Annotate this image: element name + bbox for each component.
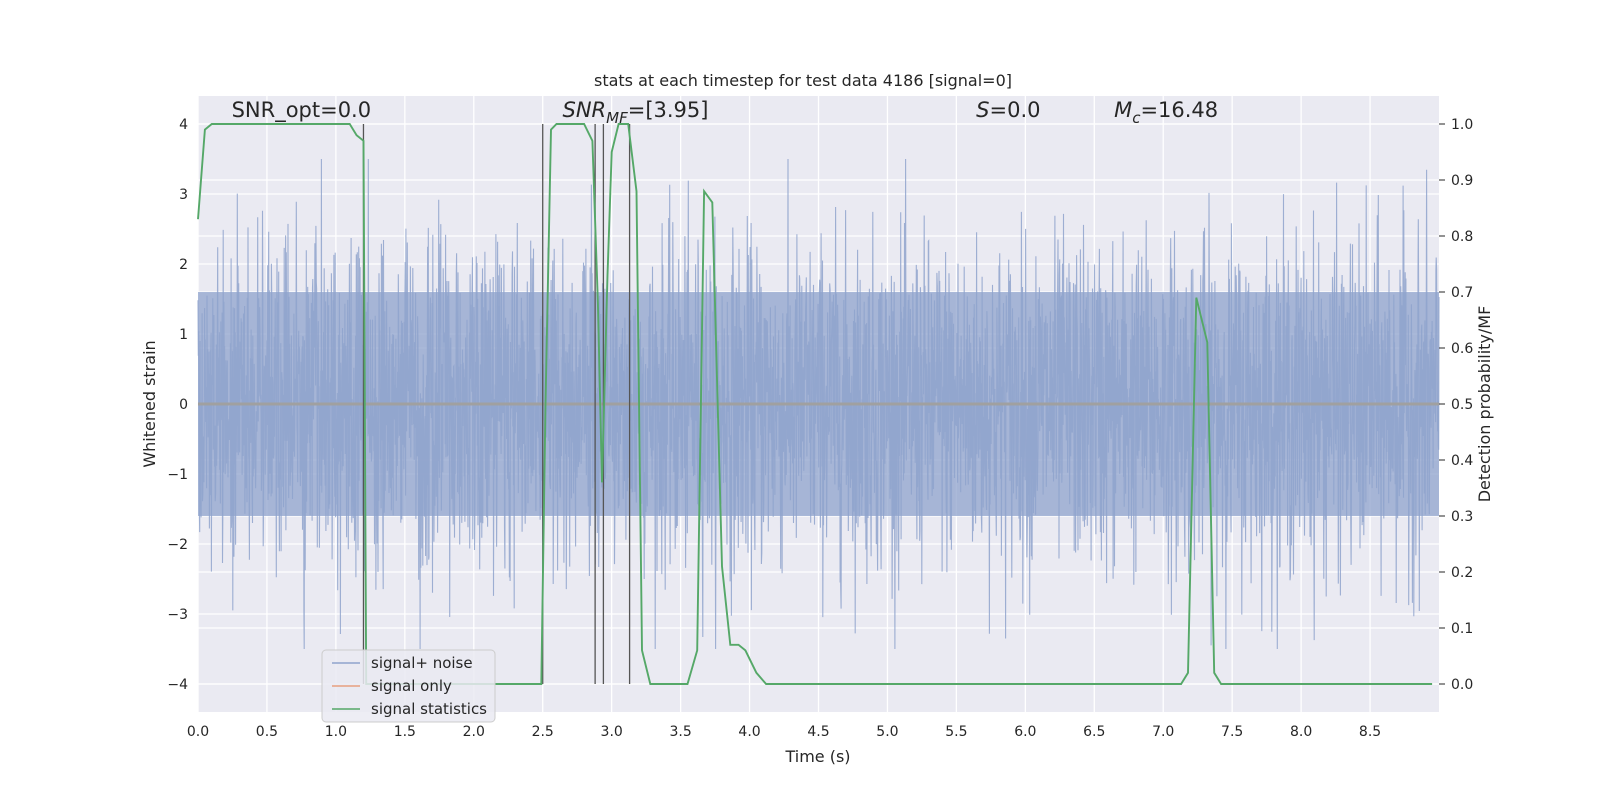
x-tick-label-17: 8.5: [1359, 724, 1381, 740]
x-tick-label-7: 3.5: [669, 724, 691, 740]
legend-label-stats: signal statistics: [371, 700, 487, 718]
x-tick-label-11: 5.5: [945, 724, 967, 740]
y-tick-label-3: 1: [179, 327, 188, 343]
y-tick-label-0: 4: [179, 117, 188, 133]
x-tick-label-4: 2.0: [463, 724, 485, 740]
x-tick-label-2: 1.0: [325, 724, 347, 740]
legend: signal+ noise signal only signal statist…: [321, 649, 496, 723]
x-tick-labels: 0.0 0.5 1.0 1.5 2.0 2.5 3.0 3.5 4.0 4.5 5.0 5.5 6.0 6…: [187, 724, 1381, 740]
y-right-tick-label-6: 0.4: [1451, 453, 1473, 469]
chart-title: stats at each timestep for test data 418…: [594, 71, 1012, 90]
x-tick-label-10: 5.0: [876, 724, 898, 740]
y-tick-label-1: 3: [179, 187, 188, 203]
y-right-axis-label: Detection probability/MF: [1475, 306, 1494, 503]
y-tick-label-4: 0: [179, 397, 188, 413]
y-right-tick-label-9: 0.1: [1451, 621, 1473, 637]
y-tick-label-5: −1: [167, 467, 188, 483]
x-tick-label-0: 0.0: [187, 724, 209, 740]
y-right-tick-label-5: 0.5: [1451, 397, 1473, 413]
legend-label-signal: signal only: [371, 677, 452, 695]
x-tick-label-3: 1.5: [394, 724, 416, 740]
y-right-tick-label-2: 0.8: [1451, 229, 1473, 245]
y-right-tick-label-8: 0.2: [1451, 565, 1473, 581]
y-tick-label-2: 2: [179, 257, 188, 273]
x-tick-label-16: 8.0: [1290, 724, 1312, 740]
y-right-tick-label-1: 0.9: [1451, 173, 1473, 189]
x-tick-label-5: 2.5: [532, 724, 554, 740]
annotation-2: S=0.0: [976, 98, 1040, 122]
x-tick-label-1: 0.5: [256, 724, 278, 740]
x-tick-label-6: 3.0: [601, 724, 623, 740]
x-tick-label-8: 4.0: [738, 724, 760, 740]
y-right-tick-label-0: 1.0: [1451, 117, 1473, 133]
y-right-tick-label-10: 0.0: [1451, 677, 1473, 693]
annotation-3: Mc=16.48: [1114, 98, 1218, 127]
x-tick-label-13: 6.5: [1083, 724, 1105, 740]
legend-box: [321, 649, 496, 723]
annotation-1: SNRMF=[3.95]: [563, 98, 709, 127]
x-tick-label-14: 7.0: [1152, 724, 1174, 740]
annotations: SNR_opt=0.0 SNRMF=[3.95] S=0.0 Mc=16.48: [232, 98, 1219, 127]
x-tick-label-15: 7.5: [1221, 724, 1243, 740]
y-right-tick-label-3: 0.7: [1451, 285, 1473, 301]
y-tick-label-8: −4: [167, 677, 188, 693]
x-axis-label: Time (s): [784, 747, 850, 766]
y-right-tick-label-7: 0.3: [1451, 509, 1473, 525]
x-tick-label-9: 4.5: [807, 724, 829, 740]
y-right-tick-label-4: 0.6: [1451, 341, 1473, 357]
y-tick-label-6: −2: [167, 537, 188, 553]
x-tick-label-12: 6.0: [1014, 724, 1036, 740]
y-tick-label-7: −3: [167, 607, 188, 623]
annotation-0: SNR_opt=0.0: [232, 98, 372, 123]
y-right-tick-labels: 1.0 0.9 0.8 0.7 0.6 0.5 0.4 0.3 0.2 0.1 0.0: [1439, 117, 1473, 693]
y-axis-label: Whitened strain: [140, 340, 159, 467]
legend-label-noise: signal+ noise: [371, 654, 473, 672]
y-tick-labels: 4 3 2 1 0 −1 −2 −3 −4: [167, 117, 188, 693]
